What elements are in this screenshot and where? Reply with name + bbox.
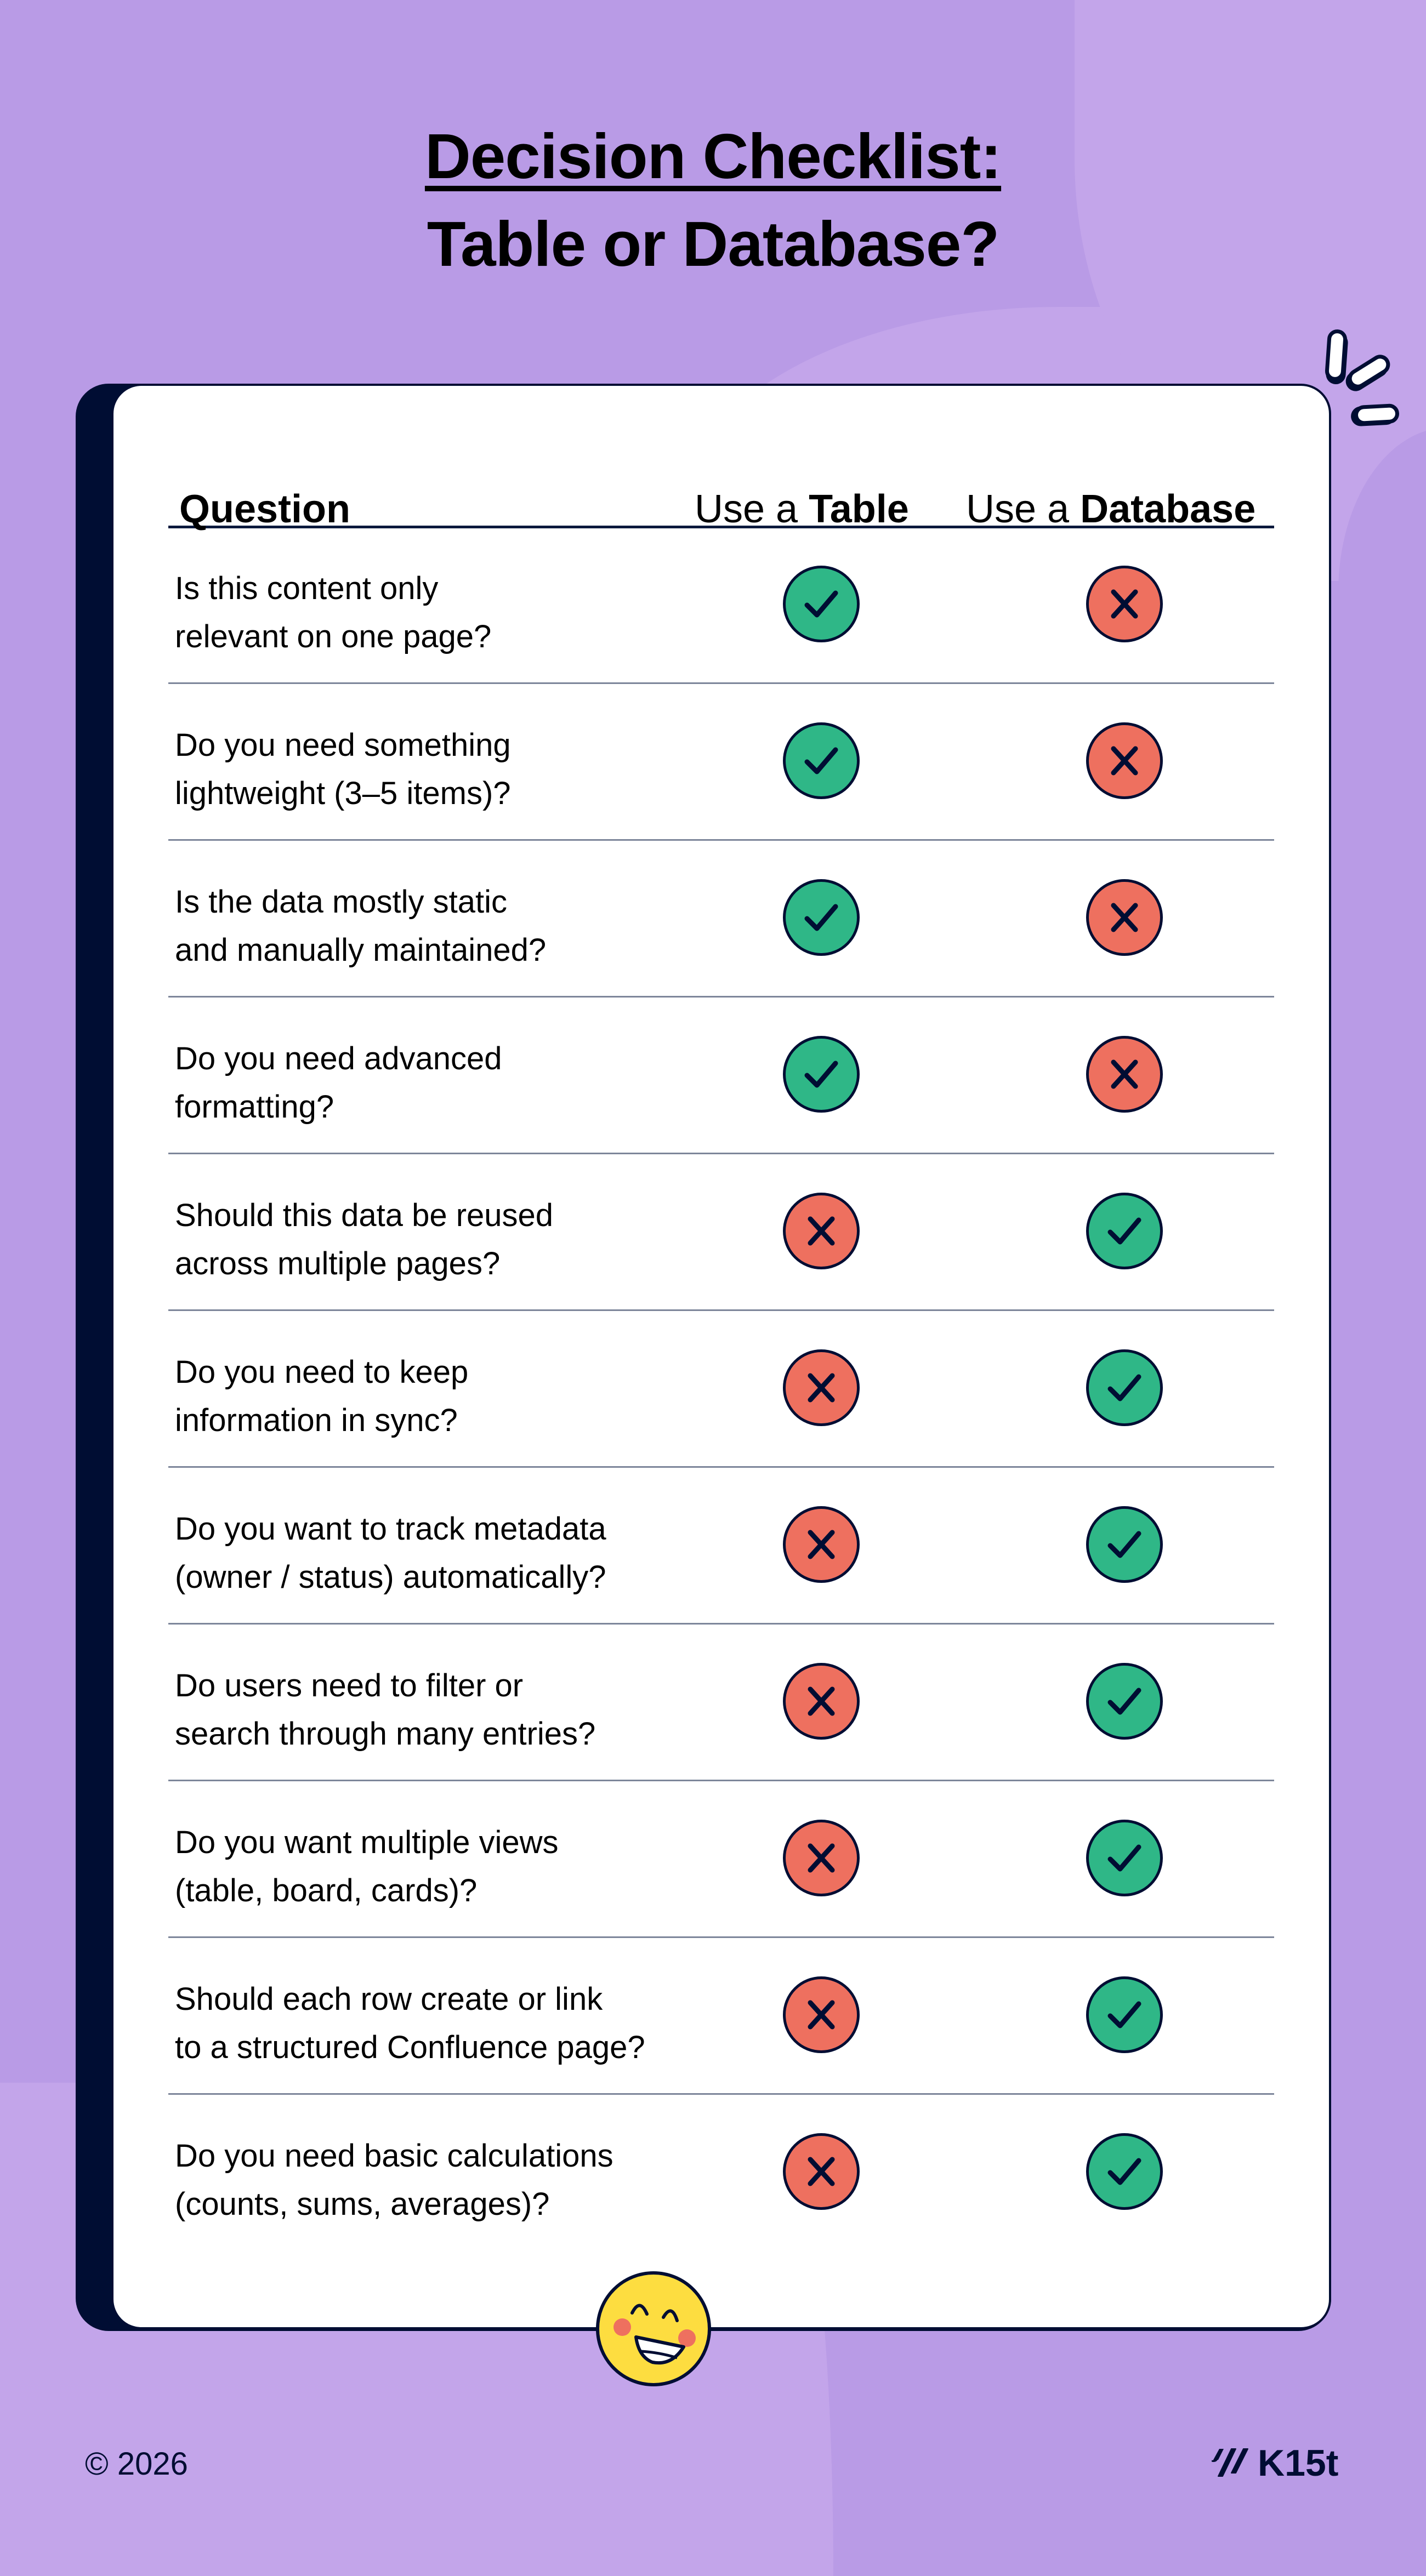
table-row: Should each row create or link to a stru… bbox=[168, 1938, 1274, 2095]
table-row: Do users need to filter or search throug… bbox=[168, 1625, 1274, 1781]
cross-icon bbox=[1086, 566, 1163, 642]
question-text: Do you need to keep information in sync? bbox=[175, 1354, 469, 1438]
check-icon bbox=[783, 722, 860, 799]
checklist-rows: Is this content only relevant on one pag… bbox=[168, 527, 1274, 2252]
question-text: Do you want multiple views (table, board… bbox=[175, 1825, 559, 1908]
sparkle-icon bbox=[1324, 328, 1348, 382]
question-text: Is the data mostly static and manually m… bbox=[175, 884, 547, 968]
check-icon bbox=[1086, 1663, 1163, 1740]
cross-icon bbox=[783, 1820, 860, 1896]
table-row: Is the data mostly static and manually m… bbox=[168, 841, 1274, 998]
check-icon bbox=[783, 566, 860, 642]
page-title: Decision Checklist: Table or Database? bbox=[0, 112, 1426, 288]
header-use-table: Use a Table bbox=[695, 487, 909, 531]
brand-name: K15t bbox=[1258, 2442, 1339, 2484]
title-line-2: Table or Database? bbox=[427, 208, 1000, 280]
check-icon bbox=[783, 879, 860, 956]
sparkle-icon bbox=[1354, 403, 1400, 426]
question-text: Should this data be reused across multip… bbox=[175, 1198, 554, 1281]
question-text: Do you need basic calculations (counts, … bbox=[175, 2138, 613, 2222]
header-use-database: Use a Database bbox=[966, 487, 1256, 531]
question-text: Do users need to filter or search throug… bbox=[175, 1668, 596, 1752]
cross-icon bbox=[1086, 879, 1163, 956]
table-header: Question Use a Table Use a Database bbox=[168, 435, 1274, 531]
cross-icon bbox=[783, 1976, 860, 2053]
table-row: Do you need basic calculations (counts, … bbox=[168, 2095, 1274, 2252]
title-line-1: Decision Checklist: bbox=[424, 121, 1002, 192]
check-icon bbox=[1086, 2133, 1163, 2210]
cross-icon bbox=[783, 2133, 860, 2210]
check-icon bbox=[1086, 1820, 1163, 1896]
cross-icon bbox=[1086, 722, 1163, 799]
brand-logo[interactable]: K15t bbox=[1212, 2442, 1338, 2484]
copyright-text: © 2026 bbox=[85, 2446, 188, 2482]
question-text: Do you need advanced formatting? bbox=[175, 1041, 502, 1125]
smiley-face-icon bbox=[596, 2271, 711, 2386]
table-row: Do you need advanced formatting? bbox=[168, 998, 1274, 1154]
question-text: Do you want to track metadata (owner / s… bbox=[175, 1511, 606, 1595]
table-row: Should this data be reused across multip… bbox=[168, 1154, 1274, 1311]
cross-icon bbox=[783, 1193, 860, 1269]
check-icon bbox=[783, 1036, 860, 1113]
table-row: Do you need to keep information in sync? bbox=[168, 1311, 1274, 1468]
table-row: Do you want to track metadata (owner / s… bbox=[168, 1468, 1274, 1625]
background-shape bbox=[1338, 428, 1426, 2565]
table-row: Do you need something lightweight (3–5 i… bbox=[168, 684, 1274, 841]
check-icon bbox=[1086, 1349, 1163, 1426]
check-icon bbox=[1086, 1506, 1163, 1583]
question-text: Should each row create or link to a stru… bbox=[175, 1981, 645, 2065]
checklist-card: Question Use a Table Use a Database Is t… bbox=[111, 384, 1331, 2329]
cross-icon bbox=[783, 1506, 860, 1583]
table-row: Is this content only relevant on one pag… bbox=[168, 527, 1274, 684]
check-icon bbox=[1086, 1976, 1163, 2053]
table-row: Do you want multiple views (table, board… bbox=[168, 1781, 1274, 1938]
k15t-logo-icon bbox=[1212, 2448, 1248, 2477]
cross-icon bbox=[783, 1349, 860, 1426]
question-text: Is this content only relevant on one pag… bbox=[175, 571, 492, 654]
header-question: Question bbox=[179, 487, 351, 531]
cross-icon bbox=[783, 1663, 860, 1740]
check-icon bbox=[1086, 1193, 1163, 1269]
question-text: Do you need something lightweight (3–5 i… bbox=[175, 727, 511, 811]
cross-icon bbox=[1086, 1036, 1163, 1113]
